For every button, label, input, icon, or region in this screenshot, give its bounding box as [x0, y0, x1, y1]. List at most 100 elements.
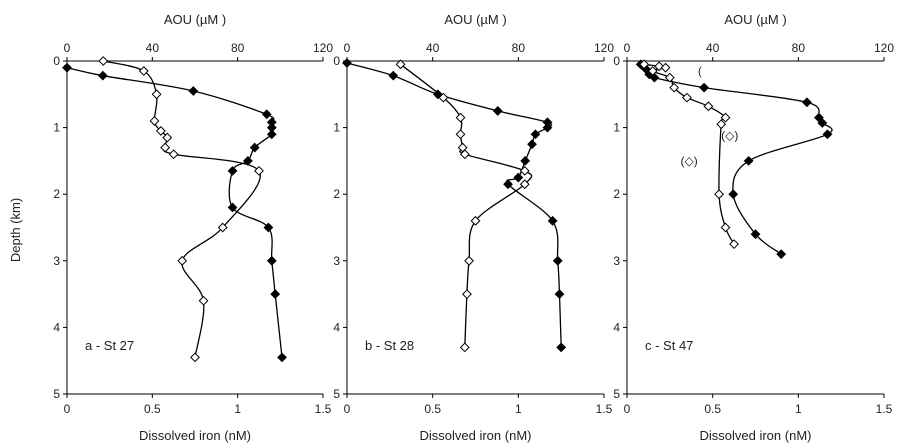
iron-data-point	[527, 139, 537, 150]
aou-data-point	[151, 89, 162, 100]
iron-tick-label: 0	[64, 402, 71, 416]
iron-data-point	[699, 82, 710, 93]
iron-data-point	[263, 222, 274, 233]
iron-data-point	[249, 142, 260, 153]
iron-tick-label: 0.5	[144, 402, 161, 416]
iron-tick-label: 0	[624, 402, 631, 416]
aou-tick-label: 80	[792, 41, 806, 55]
bracketed-point-annotation: (◇)	[721, 129, 738, 143]
aou-tick-label: 40	[706, 41, 720, 55]
aou-tick-label: 120	[594, 41, 614, 55]
iron-data-point	[728, 189, 739, 200]
y-tick-label: 0	[53, 54, 60, 68]
y-tick-label: 0	[333, 54, 340, 68]
iron-tick-label: 1.5	[876, 402, 893, 416]
y-tick-label: 3	[613, 254, 620, 268]
iron-data-point	[277, 352, 287, 363]
y-tick-label: 1	[53, 121, 60, 135]
aou-data-point	[459, 342, 470, 353]
iron-series-line	[346, 62, 562, 348]
aou-series-line	[103, 60, 261, 358]
iron-data-point	[342, 58, 352, 68]
aou-data-point	[190, 352, 200, 363]
aou-data-point	[462, 289, 472, 300]
iron-data-point	[266, 255, 277, 266]
aou-data-point	[455, 112, 466, 123]
aou-data-point	[155, 126, 166, 136]
aou-data-point	[647, 66, 658, 76]
aou-axis-label: AOU (µM )	[724, 12, 786, 27]
iron-tick-label: 1	[234, 402, 241, 416]
aou-data-point	[198, 295, 209, 306]
iron-tick-label: 0.5	[704, 402, 721, 416]
aou-data-point	[682, 92, 692, 103]
iron-data-point	[520, 155, 531, 166]
iron-data-point	[266, 129, 277, 140]
y-axis-label: Depth (km)	[8, 198, 23, 262]
aou-data-point	[464, 255, 474, 266]
aou-data-point	[714, 189, 724, 200]
iron-axis-label: Dissolved iron (nM)	[139, 428, 251, 443]
aou-data-point	[455, 129, 466, 140]
y-tick-label: 2	[53, 187, 60, 201]
aou-series-line	[400, 63, 533, 348]
iron-data-point	[492, 106, 503, 116]
aou-data-point	[177, 255, 188, 266]
y-tick-label: 5	[333, 387, 340, 401]
y-tick-label: 5	[613, 387, 620, 401]
iron-data-point	[743, 155, 754, 166]
y-tick-label: 2	[333, 187, 340, 201]
panel-label: c - St 47	[645, 338, 693, 353]
iron-data-point	[750, 229, 761, 240]
aou-data-point	[720, 222, 731, 233]
iron-data-point	[227, 202, 238, 213]
aou-tick-label: 120	[874, 41, 894, 55]
aou-data-point	[669, 82, 680, 93]
iron-data-point	[503, 179, 513, 190]
panel-label: b - St 28	[365, 338, 414, 353]
aou-tick-label: 40	[426, 41, 440, 55]
panel-label: a - St 27	[85, 338, 134, 353]
aou-tick-label: 80	[512, 41, 526, 55]
y-tick-label: 4	[613, 320, 620, 334]
aou-data-point	[519, 165, 530, 176]
y-tick-label: 2	[613, 187, 620, 201]
iron-data-point	[513, 172, 524, 183]
aou-data-point	[720, 112, 731, 123]
aou-data-point	[519, 179, 530, 190]
aou-tick-label: 40	[146, 41, 160, 55]
iron-data-point	[97, 70, 108, 81]
aou-data-point	[703, 101, 714, 112]
aou-data-point	[149, 116, 160, 126]
aou-data-point	[664, 72, 675, 83]
y-tick-label: 1	[613, 121, 620, 135]
aou-data-point	[162, 132, 173, 143]
aou-tick-label: 0	[344, 41, 351, 55]
iron-data-point	[270, 289, 281, 300]
iron-tick-label: 1.5	[596, 402, 613, 416]
aou-axis-label: AOU (µM )	[164, 12, 226, 27]
y-tick-label: 0	[613, 54, 620, 68]
aou-data-point	[168, 149, 179, 160]
iron-data-point	[542, 122, 553, 133]
y-tick-label: 3	[333, 254, 340, 268]
y-tick-label: 4	[53, 320, 60, 334]
iron-axis-label: Dissolved iron (nM)	[420, 428, 532, 443]
iron-data-point	[801, 97, 812, 108]
aou-data-point	[729, 239, 739, 250]
iron-data-point	[227, 165, 238, 176]
aou-data-point	[98, 56, 109, 66]
iron-data-point	[388, 70, 399, 81]
aou-data-point	[438, 92, 449, 103]
y-tick-label: 1	[333, 121, 340, 135]
iron-tick-label: 1	[515, 402, 522, 416]
iron-data-point	[62, 62, 72, 73]
iron-series-line	[66, 67, 283, 358]
iron-data-point	[188, 86, 199, 96]
aou-tick-label: 0	[64, 41, 71, 55]
aou-axis-label: AOU (µM )	[444, 12, 506, 27]
